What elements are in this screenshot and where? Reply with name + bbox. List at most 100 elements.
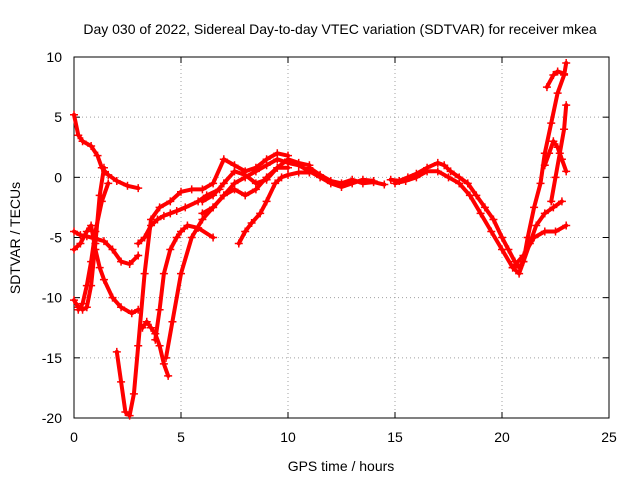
data-point-marker <box>262 161 271 170</box>
data-point-marker <box>262 173 271 182</box>
x-tick-label: 20 <box>494 429 510 445</box>
data-point-marker <box>181 203 190 212</box>
data-point-marker <box>87 142 96 151</box>
data-point-marker <box>348 175 357 184</box>
data-point-marker <box>549 71 558 80</box>
data-point-marker <box>155 305 164 314</box>
data-point-marker <box>97 197 106 206</box>
data-point-marker <box>530 203 539 212</box>
data-point-marker <box>166 197 175 206</box>
y-tick-label: -10 <box>42 290 62 306</box>
data-point-marker <box>498 245 506 254</box>
data-point-marker <box>112 347 121 356</box>
data-point-marker <box>166 209 175 218</box>
data-point-marker <box>369 178 378 187</box>
data-point-marker <box>209 179 218 188</box>
data-point-marker <box>241 170 250 179</box>
data-point-marker <box>78 299 87 308</box>
data-point-marker <box>251 167 260 176</box>
data-point-marker <box>262 197 271 206</box>
y-axis-label: SDTVAR / TECUs <box>7 182 23 294</box>
data-point-marker <box>553 67 562 76</box>
data-point-marker <box>172 233 181 242</box>
data-point-marker <box>487 227 496 236</box>
data-point-marker <box>147 221 156 230</box>
data-point-marker <box>549 203 558 212</box>
data-point-marker <box>519 257 528 266</box>
data-point-marker <box>198 185 207 194</box>
data-point-marker <box>256 209 265 218</box>
data-point-marker <box>151 335 160 344</box>
data-point-marker <box>284 155 292 164</box>
data-point-marker <box>209 191 218 200</box>
x-axis: 0 5 10 15 20 25 <box>70 57 617 445</box>
data-point-marker <box>74 305 83 314</box>
data-point-marker <box>230 185 239 194</box>
data-point-marker <box>251 185 260 194</box>
data-point-marker <box>337 179 346 188</box>
data-point-marker <box>273 163 282 172</box>
data-point-marker <box>536 179 545 188</box>
data-point-marker <box>508 263 517 272</box>
data-point-marker <box>125 259 134 268</box>
data-point-marker <box>177 227 185 236</box>
markers-pass-12 <box>198 163 292 218</box>
x-tick-label: 0 <box>70 429 78 445</box>
data-point-marker <box>523 233 532 242</box>
data-point-marker <box>127 309 136 318</box>
markers-pass-19 <box>547 101 571 206</box>
data-point-marker <box>209 203 218 212</box>
data-point-marker <box>99 163 108 172</box>
data-point-marker <box>70 227 78 236</box>
data-series-pass-20 <box>544 69 567 90</box>
data-point-marker <box>401 176 410 185</box>
data-point-marker <box>95 263 104 272</box>
data-point-marker <box>121 407 130 416</box>
markers-pass-14 <box>305 163 389 189</box>
data-point-marker <box>234 239 243 248</box>
data-point-marker <box>82 303 91 312</box>
y-tick-label: 10 <box>46 49 62 65</box>
data-point-marker <box>241 227 250 236</box>
data-point-marker <box>560 125 569 134</box>
data-point-marker <box>294 168 303 177</box>
data-point-marker <box>104 179 113 188</box>
x-tick-label: 25 <box>601 429 617 445</box>
data-point-marker <box>70 110 78 119</box>
data-point-marker <box>277 173 286 182</box>
data-point-marker <box>562 167 571 176</box>
data-point-marker <box>117 303 126 312</box>
data-point-marker <box>549 137 558 146</box>
data-point-marker <box>76 239 85 248</box>
data-point-marker <box>465 191 474 200</box>
data-point-marker <box>423 167 432 176</box>
data-point-marker <box>555 149 564 158</box>
data-point-marker <box>99 237 108 246</box>
data-point-marker <box>209 233 218 242</box>
data-point-marker <box>187 185 196 194</box>
data-point-marker <box>433 158 442 167</box>
y-axis: -20 -15 -10 -5 0 5 10 <box>42 49 609 426</box>
data-point-marker <box>540 161 549 170</box>
data-point-marker <box>446 167 455 176</box>
data-point-marker <box>104 170 113 179</box>
data-point-marker <box>455 179 464 188</box>
data-point-marker <box>553 89 562 98</box>
data-point-marker <box>540 209 549 218</box>
markers-pass-16 <box>391 167 571 272</box>
data-point-marker <box>230 167 239 176</box>
markers-pass-7 <box>134 185 224 248</box>
data-point-marker <box>134 341 143 350</box>
y-tick-label: 0 <box>54 169 62 185</box>
data-point-marker <box>125 411 134 420</box>
markers-pass-20 <box>542 67 569 92</box>
data-point-marker <box>540 227 549 236</box>
markers-pass-18 <box>540 137 571 176</box>
data-point-marker <box>183 221 192 230</box>
data-point-marker <box>532 221 541 230</box>
data-point-marker <box>155 203 164 212</box>
data-point-marker <box>155 341 164 350</box>
data-point-marker <box>177 269 185 278</box>
data-point-marker <box>476 209 485 218</box>
